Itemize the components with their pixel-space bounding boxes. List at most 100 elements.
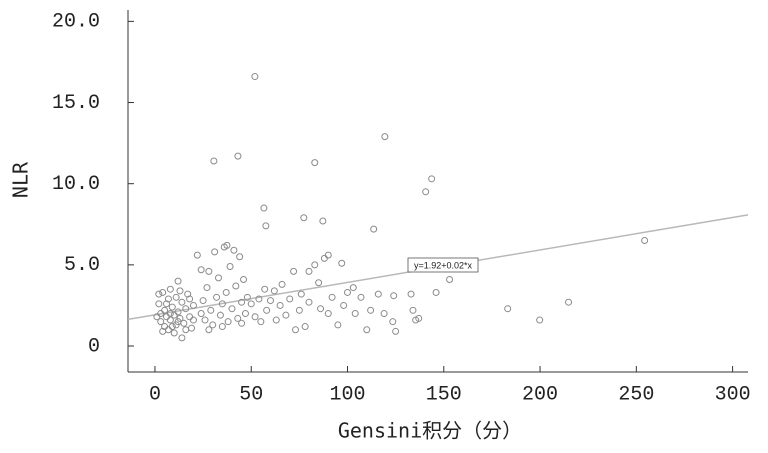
point [222, 288, 230, 296]
point [209, 321, 217, 329]
point [390, 292, 398, 300]
point [422, 188, 430, 196]
point [166, 285, 174, 293]
point [170, 329, 178, 337]
point [223, 241, 231, 249]
point [155, 300, 163, 308]
point [211, 248, 219, 256]
point [370, 225, 378, 233]
point [565, 298, 573, 306]
point [197, 310, 205, 318]
point [276, 301, 284, 309]
x-tick-label: 200 [522, 383, 558, 406]
point [536, 316, 544, 324]
point [193, 251, 201, 259]
point [188, 324, 196, 332]
point [182, 326, 190, 334]
point [205, 326, 213, 334]
point [317, 305, 325, 313]
point [159, 288, 167, 296]
x-tick-label: 250 [618, 383, 654, 406]
point [182, 305, 190, 313]
point [186, 295, 194, 303]
point [349, 284, 357, 292]
x-tick-label: 300 [715, 383, 751, 406]
point [230, 246, 238, 254]
point [282, 311, 290, 319]
point [257, 318, 265, 326]
point [351, 310, 359, 318]
fit-label: y=1.92+0.02*x [414, 260, 473, 270]
point [176, 287, 184, 295]
point [170, 311, 178, 319]
point [260, 204, 268, 212]
point [216, 311, 224, 319]
point [324, 251, 332, 259]
point [180, 319, 188, 327]
y-tick-label: 15.0 [52, 92, 100, 115]
x-tick-label: 150 [426, 383, 462, 406]
point [168, 303, 176, 311]
point [320, 254, 328, 262]
point [367, 306, 375, 314]
point [412, 316, 420, 324]
point [163, 300, 171, 308]
point [315, 279, 323, 287]
point [338, 259, 346, 267]
point [210, 157, 218, 165]
point [311, 261, 319, 269]
point [290, 267, 298, 275]
point [278, 280, 286, 288]
point [197, 266, 205, 274]
point [319, 217, 327, 225]
point [262, 222, 270, 230]
x-axis-title: Gensini积分（分） [338, 419, 522, 443]
point [428, 175, 436, 183]
point [305, 298, 313, 306]
point [240, 275, 248, 283]
point [324, 310, 332, 318]
point [389, 318, 397, 326]
point [157, 318, 165, 326]
point [172, 293, 180, 301]
point [344, 288, 352, 296]
fit-label-box [407, 257, 479, 273]
point [234, 152, 242, 160]
point [311, 159, 319, 167]
point [295, 306, 303, 314]
point [163, 313, 171, 321]
point [214, 274, 222, 282]
point [292, 326, 300, 334]
point [166, 310, 174, 318]
point [300, 214, 308, 222]
point [238, 298, 246, 306]
point [305, 267, 313, 275]
point [380, 310, 388, 318]
point [159, 327, 167, 335]
point [272, 316, 280, 324]
point [270, 287, 278, 295]
point [161, 306, 169, 314]
point [203, 284, 211, 292]
y-tick-label: 5.0 [64, 254, 100, 277]
point [297, 290, 305, 298]
point [164, 326, 172, 334]
point [357, 293, 365, 301]
point [218, 300, 226, 308]
point [155, 290, 163, 298]
point [174, 318, 182, 326]
point [243, 293, 251, 301]
point [189, 301, 197, 309]
y-tick-label: 20.0 [52, 11, 100, 34]
point [186, 313, 194, 321]
point [266, 297, 274, 305]
point [234, 314, 242, 322]
point [168, 323, 176, 331]
point [381, 133, 389, 141]
point [199, 297, 207, 305]
point [207, 306, 215, 314]
point [226, 262, 234, 270]
point [236, 253, 244, 261]
y-tick-label: 10.0 [52, 173, 100, 196]
point [224, 318, 232, 326]
